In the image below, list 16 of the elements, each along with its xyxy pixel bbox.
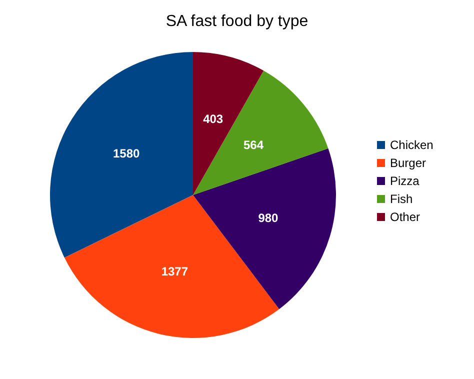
chart-title: SA fast food by type: [166, 13, 308, 30]
legend-label: Burger: [390, 156, 426, 170]
pie-slice: [193, 148, 336, 310]
legend-label: Fish: [390, 192, 413, 206]
pie-slice: [193, 52, 264, 195]
pie-slice: [50, 52, 193, 258]
data-label: 1580: [112, 146, 140, 161]
data-label: 564: [243, 138, 264, 152]
data-label: 403: [203, 112, 224, 126]
pie-slice: [193, 70, 328, 195]
legend-label: Chicken: [390, 138, 434, 152]
pie-slice: [64, 195, 280, 338]
legend-label: Pizza: [390, 174, 420, 188]
legend-label: Other: [390, 210, 420, 224]
data-label: 1377: [161, 264, 188, 279]
data-label: 980: [258, 211, 279, 226]
